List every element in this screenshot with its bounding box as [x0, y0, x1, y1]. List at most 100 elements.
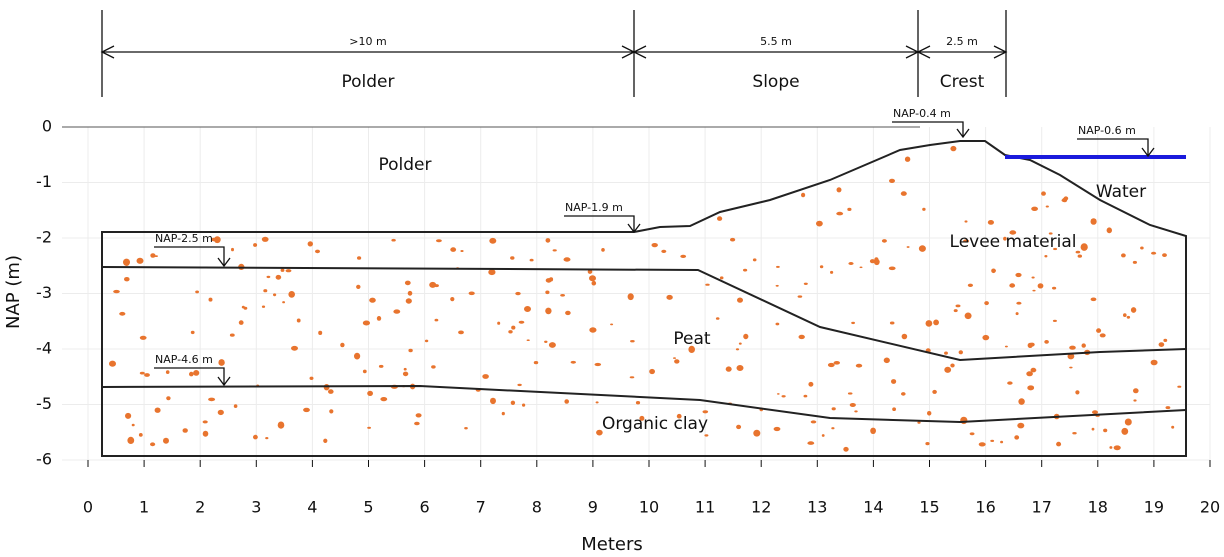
soil-grain	[518, 320, 525, 324]
soil-grain	[797, 295, 803, 298]
soil-grain	[819, 265, 824, 269]
soil-grain	[511, 325, 516, 330]
soil-grain	[738, 342, 742, 345]
soil-grain	[113, 289, 120, 294]
soil-grain	[1106, 227, 1113, 234]
soil-grain	[987, 220, 995, 225]
soil-grain	[1126, 315, 1131, 319]
soil-grain	[775, 322, 780, 326]
soil-grain	[533, 361, 539, 365]
soil-grain	[1133, 399, 1137, 402]
soil-grain	[944, 351, 948, 355]
grid	[62, 126, 1211, 461]
soil-grain	[892, 407, 896, 412]
dimension-width: 2.5 m	[946, 35, 978, 48]
soil-grain	[273, 293, 277, 297]
soil-grain	[752, 258, 757, 262]
soil-grain	[901, 392, 906, 396]
soil-grain	[673, 357, 676, 359]
soil-grain	[367, 390, 373, 396]
soil-grain	[833, 361, 840, 365]
soil-grain	[434, 284, 439, 288]
soil-grain	[725, 366, 732, 372]
soil-grain	[213, 236, 221, 244]
x-tick-label: 8	[532, 498, 542, 517]
soil-grain	[189, 371, 194, 377]
soil-grain	[900, 191, 907, 196]
x-tick-label: 2	[195, 498, 205, 517]
soil-grain	[163, 437, 169, 444]
soil-grain	[964, 312, 972, 320]
level-label: NAP-4.6 m	[155, 353, 213, 366]
soil-grain	[816, 220, 823, 227]
soil-grain	[827, 362, 835, 368]
soil-grain	[125, 412, 132, 419]
soil-grain	[1015, 272, 1022, 278]
x-tick-label: 7	[476, 498, 486, 517]
soil-grain	[1069, 345, 1076, 350]
soil-grain	[109, 360, 116, 367]
soil-grain	[967, 283, 974, 287]
soil-grain	[217, 409, 224, 416]
x-tick-label: 1	[139, 498, 149, 517]
soil-grain	[851, 321, 855, 325]
soil-grain	[854, 410, 858, 413]
soil-grain	[881, 239, 887, 243]
soil-grain	[753, 429, 761, 437]
soil-grain	[925, 320, 933, 327]
soil-grain	[1109, 446, 1113, 449]
clay-top	[101, 384, 1187, 424]
soil-grain	[193, 370, 200, 376]
soil-grain	[1080, 243, 1088, 251]
soil-grain	[964, 220, 968, 223]
soil-grain	[488, 269, 496, 276]
soil-grain	[1099, 333, 1106, 338]
soil-grain	[434, 318, 439, 322]
soil-grain	[1072, 432, 1077, 435]
soil-grain	[529, 258, 534, 262]
y-tick-label: -2	[36, 228, 52, 247]
soil-grain	[323, 438, 328, 443]
soil-grain	[1052, 286, 1057, 290]
soil-grain	[944, 366, 952, 373]
soil-grain	[405, 298, 412, 304]
level-markers	[154, 121, 1155, 387]
soil-grain	[340, 342, 345, 348]
soil-grain	[1052, 319, 1057, 322]
soil-grain	[309, 376, 314, 380]
soil-grain	[261, 236, 269, 242]
soil-grain	[431, 365, 436, 369]
soil-grain	[303, 407, 310, 413]
dimension-label: Slope	[752, 72, 799, 92]
soil-grain	[1132, 260, 1137, 264]
soil-grain	[955, 304, 961, 308]
x-tick-label: 19	[1144, 498, 1164, 517]
soil-grain	[545, 290, 550, 295]
soil-grain	[629, 376, 635, 379]
soil-grain	[1090, 297, 1097, 302]
soil-grain	[1030, 367, 1037, 373]
region-label: Polder	[378, 155, 431, 175]
soil-grain	[510, 256, 515, 260]
soil-grain	[369, 297, 376, 303]
soil-grain	[1133, 388, 1139, 394]
soil-grain	[1077, 254, 1083, 258]
soil-grain	[564, 399, 569, 404]
soil-grain	[776, 393, 780, 395]
soil-grain	[231, 247, 234, 252]
soil-grain	[847, 392, 853, 395]
soil-grain	[901, 333, 908, 340]
x-tick-label: 4	[307, 498, 317, 517]
soil-grain	[821, 434, 825, 437]
soil-grain	[404, 280, 411, 286]
soil-grain	[354, 352, 361, 360]
soil-grain	[1162, 253, 1167, 257]
soil-grain	[1075, 390, 1080, 395]
soil-grain	[889, 178, 895, 183]
soil-grain	[450, 247, 457, 252]
soil-grain	[874, 257, 879, 262]
soil-grain	[549, 277, 554, 282]
dimension-label: Polder	[341, 72, 394, 92]
soil-grain	[524, 306, 531, 312]
soil-grain	[831, 427, 835, 430]
